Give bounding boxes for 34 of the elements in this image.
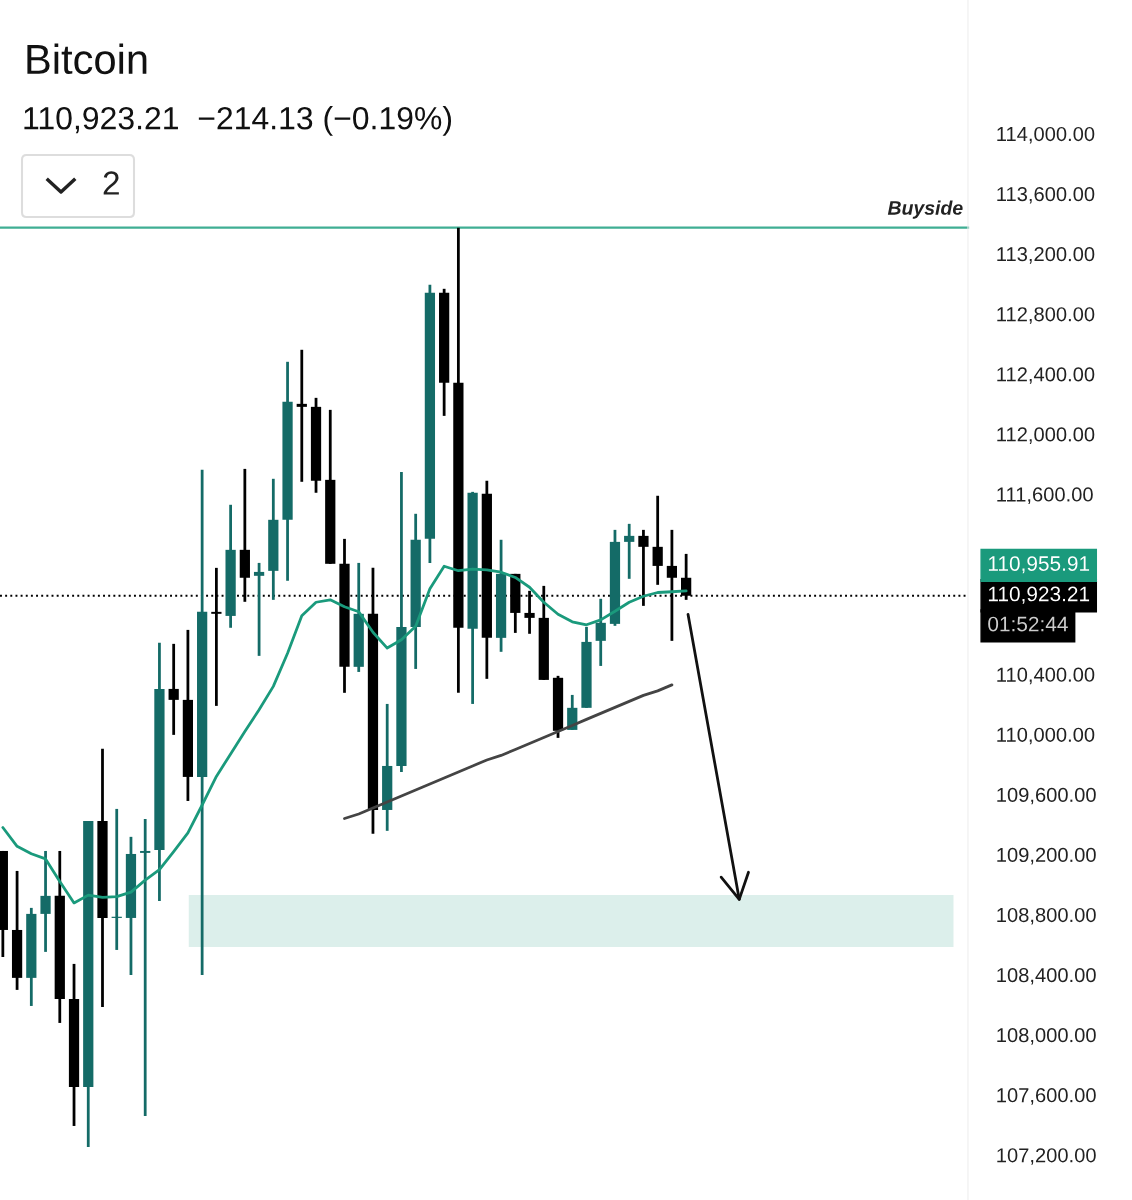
candlestick (296, 348, 307, 484)
candlestick (652, 494, 663, 587)
candlestick (140, 817, 151, 1118)
y-tick-label: 108,800.00 (997, 907, 1096, 925)
candlestick (624, 522, 635, 581)
y-tick-label: 108,000.00 (997, 1028, 1096, 1045)
y-tick-label: 110,400.00 (997, 667, 1095, 685)
candlestick (168, 642, 179, 737)
y-tick-label: 108,400.00 (997, 967, 1096, 985)
y-tick-label: 111,600.00 (997, 487, 1093, 504)
y-tick-label: 109,200.00 (997, 847, 1096, 865)
y-tick-label: 114,000.00 (997, 126, 1095, 144)
line-series (343, 683, 674, 820)
text: 110,955.91 (988, 556, 1090, 574)
candlestick (253, 561, 265, 658)
y-tick-label: 107,200.00 (997, 1148, 1096, 1165)
text: 110,923.21 −214.13 (−0.19%) (24, 106, 452, 136)
y-tick-label: 112,000.00 (997, 427, 1095, 444)
candlestick (211, 566, 222, 708)
candlestick (40, 849, 51, 954)
text: 01:52:44 (988, 616, 1068, 632)
y-tick-label: 113,200.00 (997, 247, 1095, 264)
y-tick-label: 107,600.00 (997, 1088, 1096, 1105)
y-tick-label: 110,000.00 (997, 727, 1095, 745)
candlestick (638, 528, 649, 608)
candlestick (595, 597, 606, 668)
text: Bitcoin (27, 43, 147, 75)
annotation: 2 (103, 171, 119, 195)
y-tick-label: 112,400.00 (997, 367, 1095, 384)
ref-line-label: 110,923.21 (988, 586, 1090, 604)
ref-line-label: Buyside (887, 200, 963, 219)
y-tick-label: 109,600.00 (997, 787, 1096, 805)
y-tick-label: 113,600.00 (997, 186, 1095, 204)
y-tick-label: 112,800.00 (997, 307, 1095, 324)
